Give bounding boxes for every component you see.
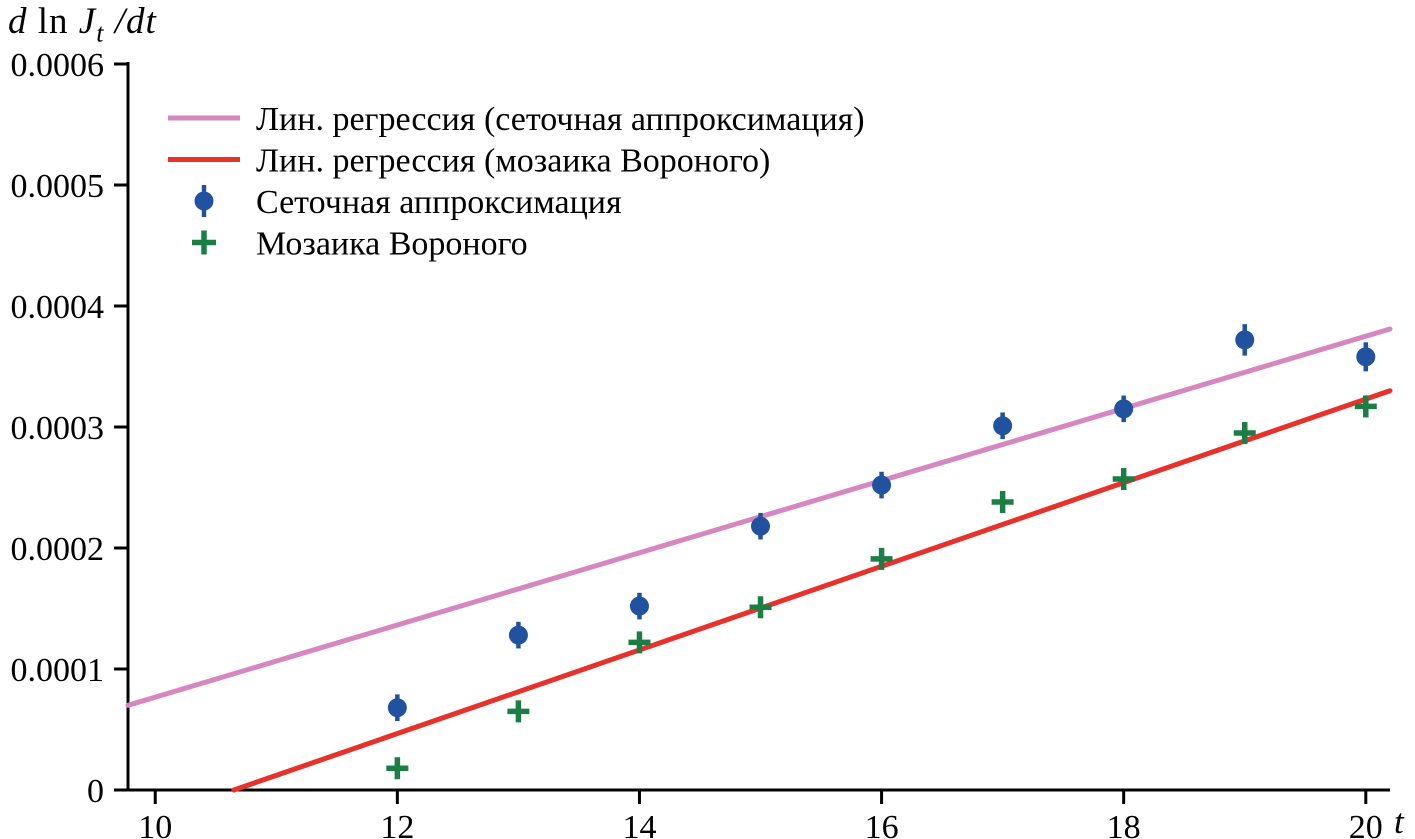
y-tick-label: 0.0002	[11, 531, 105, 568]
data-point-circle	[387, 698, 407, 718]
x-tick-label: 10	[138, 809, 172, 839]
data-point-circle	[629, 596, 649, 616]
y-axis-title: d ln Jt /dt	[8, 0, 157, 48]
legend-sample-circle	[194, 191, 214, 211]
data-point-circle	[751, 516, 771, 536]
y-axis-title-sub-t: t	[96, 18, 105, 48]
legend-label: Лин. регрессия (мозаика Вороного)	[256, 143, 770, 180]
y-axis-title-dt: /dt	[104, 1, 157, 42]
x-tick-label: 18	[1107, 809, 1141, 839]
legend-label: Сеточная аппроксимация	[256, 184, 622, 221]
y-tick-label: 0.0003	[11, 410, 105, 447]
points-grid-approximation	[387, 324, 1376, 722]
y-axis-title-J: J	[78, 1, 97, 42]
y-tick-label: 0.0004	[11, 289, 105, 326]
data-point-circle	[993, 416, 1013, 436]
legend-label: Мозаика Вороного	[256, 226, 528, 263]
x-tick-label: 16	[865, 809, 899, 839]
y-tick-label: 0.0005	[11, 168, 105, 205]
x-axis-title: t	[1394, 802, 1404, 839]
x-tick-label: 14	[622, 809, 656, 839]
y-axis-title-d: d	[8, 1, 28, 42]
y-tick-label: 0.0006	[11, 47, 105, 84]
data-point-circle	[508, 625, 528, 645]
regression-line-voronoi	[231, 388, 1393, 793]
data-point-circle	[1356, 347, 1376, 367]
x-tick-label: 12	[380, 809, 414, 839]
data-point-circle	[872, 475, 892, 495]
regression-line-voronoi-segment	[231, 388, 1393, 793]
x-tick-label: 20	[1349, 809, 1383, 839]
data-point-circle	[1114, 399, 1134, 419]
y-tick-label: 0.0001	[11, 652, 105, 689]
y-tick-label: 0	[87, 773, 104, 810]
legend-label: Лин. регрессия (сеточная аппроксимация)	[256, 101, 865, 138]
y-axis-title-ln: ln	[27, 1, 79, 42]
points-voronoi	[386, 395, 1377, 780]
data-point-circle	[1235, 330, 1255, 350]
legend: Лин. регрессия (сеточная аппроксимация) Л…	[168, 101, 865, 263]
